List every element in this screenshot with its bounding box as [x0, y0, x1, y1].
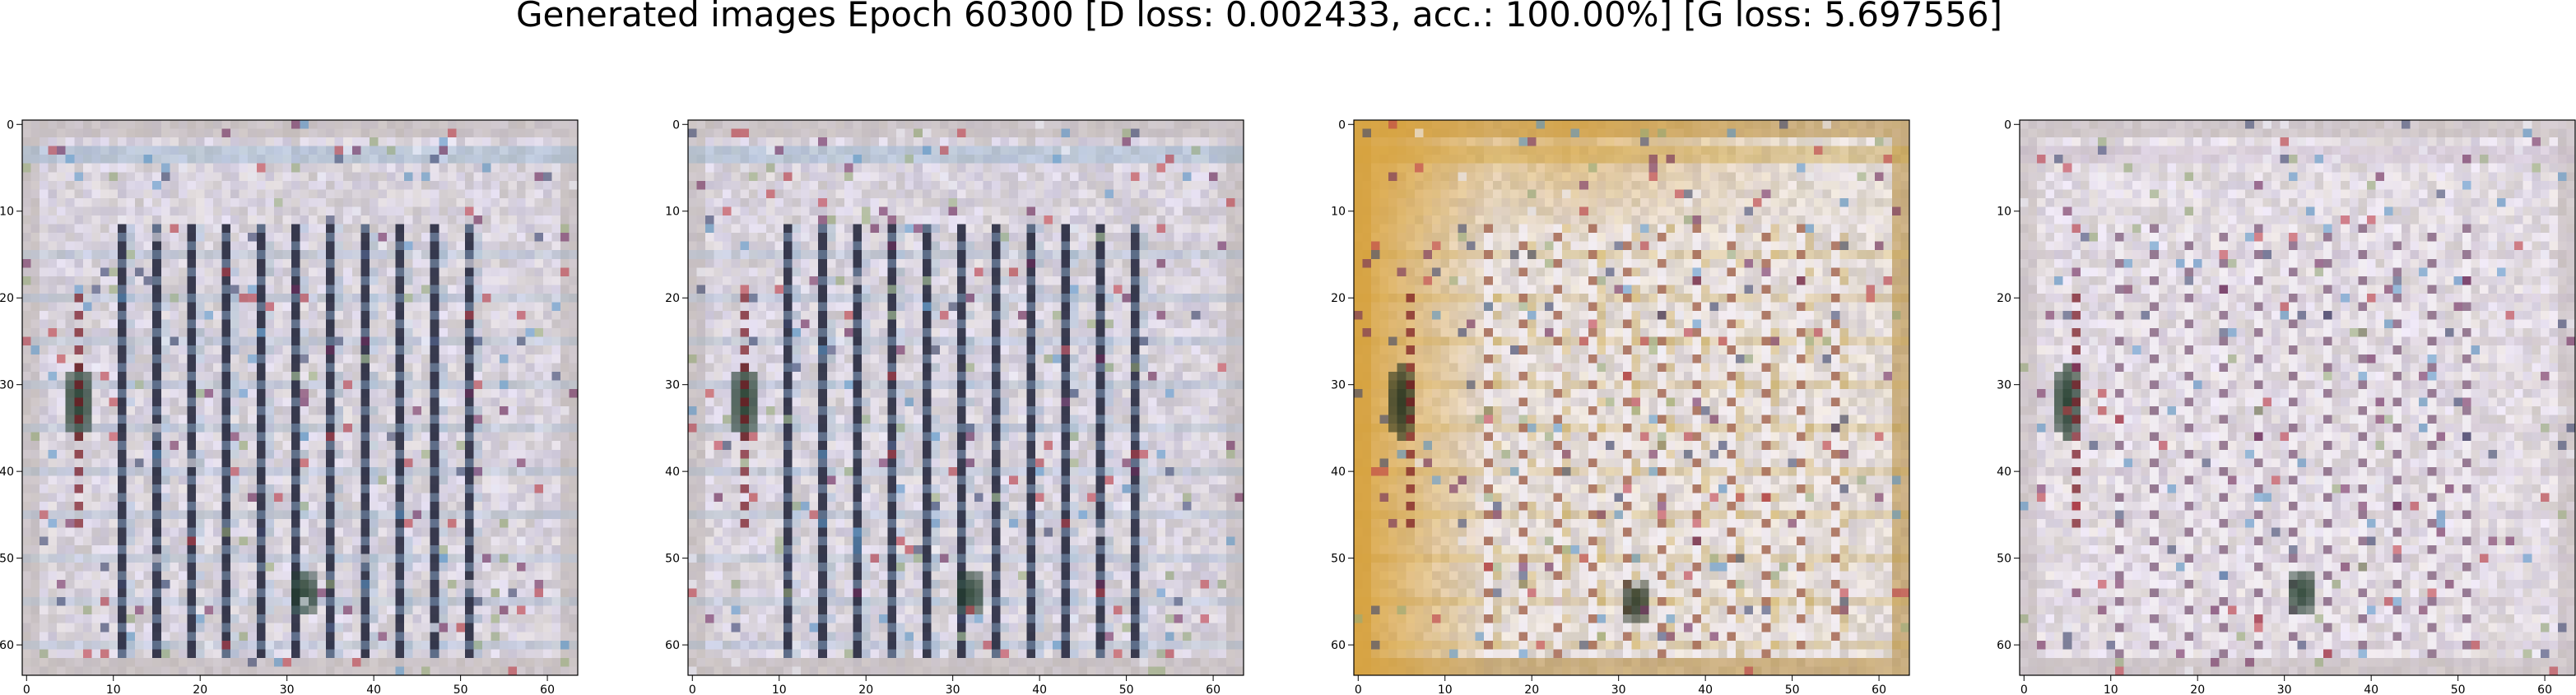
x-tick-label: 60 — [540, 683, 555, 695]
x-tick-label: 50 — [453, 683, 468, 695]
x-tick-label: 40 — [1032, 683, 1047, 695]
x-tick-label: 40 — [2364, 683, 2378, 695]
y-tick-label: 60 — [665, 639, 680, 652]
y-tick-label: 0 — [672, 118, 680, 132]
y-tick-label: 0 — [2004, 118, 2011, 132]
y-tick-label: 50 — [0, 553, 14, 566]
subplot-2: 0 10 20 30 40 50 60 0 10 20 30 40 50 60 — [665, 118, 1244, 695]
x-tick-label: 30 — [946, 683, 960, 695]
x-tick-label: 20 — [2190, 683, 2205, 695]
y-tick-label: 50 — [1331, 553, 1346, 566]
x-tick-label: 10 — [1438, 683, 1453, 695]
y-tick-label: 10 — [665, 206, 680, 219]
x-tick-label: 40 — [366, 683, 381, 695]
x-tick-label: 10 — [2104, 683, 2118, 695]
subplot-3: 0 10 20 30 40 50 60 0 10 20 30 40 50 60 — [1331, 118, 1910, 695]
y-tick-label: 60 — [0, 639, 14, 652]
y-tick-label: 40 — [0, 466, 14, 479]
subplot-4: 0 10 20 30 40 50 60 0 10 20 30 40 50 60 — [1997, 118, 2576, 695]
x-tick-label: 0 — [23, 683, 30, 695]
generated-image-2 — [688, 120, 1244, 675]
x-tick-label: 50 — [1785, 683, 1800, 695]
axes-frame — [1353, 119, 1910, 676]
y-tick-label: 30 — [1331, 379, 1346, 392]
x-tick-label: 0 — [2020, 683, 2028, 695]
axes-frame — [2019, 119, 2576, 676]
y-tick-label: 60 — [1997, 639, 2011, 652]
y-tick-label: 50 — [1997, 553, 2011, 566]
figure-suptitle: Generated images Epoch 60300 [D loss: 0.… — [516, 0, 2002, 35]
y-tick-label: 40 — [1997, 466, 2011, 479]
y-tick-label: 40 — [1331, 466, 1346, 479]
x-tick-label: 20 — [193, 683, 207, 695]
axes-frame — [687, 119, 1244, 676]
x-tick-label: 20 — [1524, 683, 1539, 695]
y-tick-label: 30 — [1997, 379, 2011, 392]
y-tick-label: 0 — [1338, 118, 1346, 132]
generated-image-3 — [1354, 120, 1909, 675]
x-tick-label: 30 — [2277, 683, 2292, 695]
y-tick-label: 0 — [7, 118, 14, 132]
y-tick-label: 10 — [1997, 206, 2011, 219]
x-tick-label: 0 — [689, 683, 696, 695]
axes-frame — [21, 119, 579, 676]
x-tick-label: 40 — [1698, 683, 1713, 695]
x-tick-label: 30 — [280, 683, 295, 695]
x-tick-label: 10 — [106, 683, 121, 695]
y-tick-label: 30 — [665, 379, 680, 392]
x-tick-label: 60 — [2537, 683, 2552, 695]
y-tick-label: 20 — [665, 292, 680, 305]
y-tick-label: 20 — [1331, 292, 1346, 305]
subplot-1: 0 10 20 30 40 50 60 0 10 20 30 40 50 60 — [0, 118, 579, 695]
generated-image-1 — [22, 120, 578, 675]
y-tick-label: 20 — [0, 292, 14, 305]
x-tick-label: 50 — [2451, 683, 2466, 695]
x-tick-label: 60 — [1872, 683, 1886, 695]
x-tick-label: 30 — [1611, 683, 1626, 695]
y-tick-label: 40 — [665, 466, 680, 479]
y-tick-label: 60 — [1331, 639, 1346, 652]
y-tick-label: 20 — [1997, 292, 2011, 305]
generated-image-4 — [2020, 120, 2575, 675]
x-tick-label: 20 — [858, 683, 873, 695]
y-tick-label: 30 — [0, 379, 14, 392]
x-tick-label: 60 — [1206, 683, 1221, 695]
x-tick-label: 50 — [1119, 683, 1134, 695]
y-tick-label: 10 — [1331, 206, 1346, 219]
y-tick-label: 50 — [665, 553, 680, 566]
x-tick-label: 10 — [772, 683, 787, 695]
y-tick-label: 10 — [0, 206, 14, 219]
x-tick-label: 0 — [1355, 683, 1362, 695]
